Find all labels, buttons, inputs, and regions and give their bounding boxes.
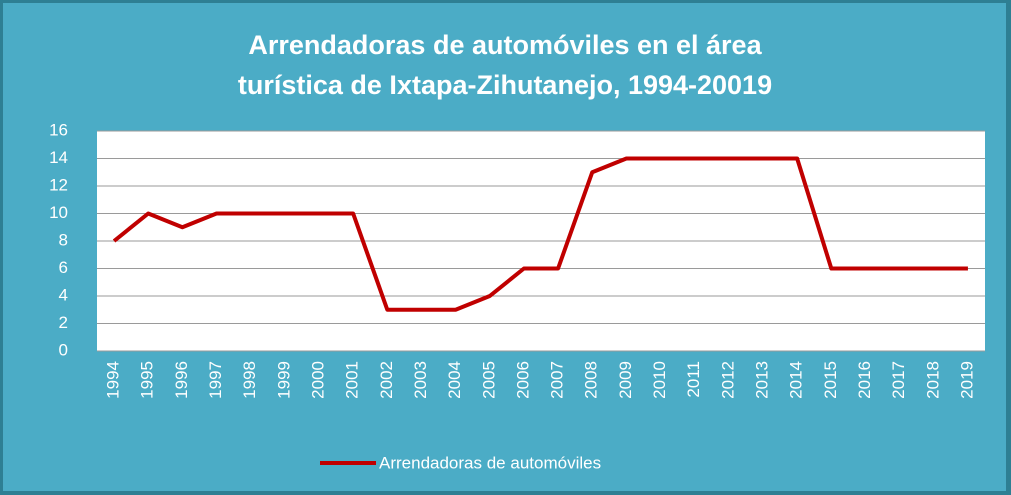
y-tick-label: 10 bbox=[49, 203, 68, 222]
legend-label: Arrendadoras de automóviles bbox=[379, 453, 601, 472]
y-tick-label: 2 bbox=[59, 313, 68, 332]
x-tick-label: 1997 bbox=[206, 361, 225, 399]
x-tick-label: 1994 bbox=[104, 361, 123, 399]
x-tick-label: 2011 bbox=[684, 361, 703, 398]
x-tick-label: 2014 bbox=[787, 361, 806, 399]
x-tick-label: 2012 bbox=[718, 361, 737, 399]
x-tick-label: 1995 bbox=[138, 361, 157, 399]
x-tick-label: 2018 bbox=[923, 361, 942, 399]
y-tick-label: 16 bbox=[49, 120, 68, 139]
x-tick-label: 2001 bbox=[343, 361, 362, 399]
y-tick-label: 4 bbox=[59, 285, 68, 304]
x-tick-label: 2017 bbox=[889, 361, 908, 399]
x-tick-label: 2009 bbox=[616, 361, 635, 399]
x-tick-label: 2008 bbox=[582, 361, 601, 399]
y-tick-label: 8 bbox=[59, 230, 68, 249]
y-tick-label: 12 bbox=[49, 175, 68, 194]
x-tick-label: 2013 bbox=[752, 361, 771, 399]
x-tick-label: 2002 bbox=[377, 361, 396, 399]
x-tick-label: 2016 bbox=[855, 361, 874, 399]
x-tick-label: 1996 bbox=[172, 361, 191, 399]
x-tick-label: 1999 bbox=[274, 361, 293, 399]
y-tick-label: 0 bbox=[59, 340, 68, 359]
x-tick-label: 2006 bbox=[513, 361, 532, 399]
x-tick-label: 2007 bbox=[548, 361, 567, 399]
x-tick-label: 2015 bbox=[821, 361, 840, 399]
x-tick-label: 2010 bbox=[650, 361, 669, 399]
x-tick-label: 2019 bbox=[957, 361, 976, 399]
x-tick-label: 2005 bbox=[479, 361, 498, 399]
y-tick-label: 14 bbox=[49, 148, 68, 167]
data-line bbox=[112, 156, 968, 312]
x-tick-label: 2003 bbox=[411, 361, 430, 399]
chart-title: turística de Ixtapa-Zihutanejo, 1994-200… bbox=[238, 70, 772, 100]
y-tick-label: 6 bbox=[59, 258, 68, 277]
x-tick-label: 2000 bbox=[308, 361, 327, 399]
chart-title: Arrendadoras de automóviles en el área bbox=[248, 30, 762, 60]
x-tick-label: 1998 bbox=[240, 361, 259, 399]
x-tick-label: 2004 bbox=[445, 361, 464, 399]
